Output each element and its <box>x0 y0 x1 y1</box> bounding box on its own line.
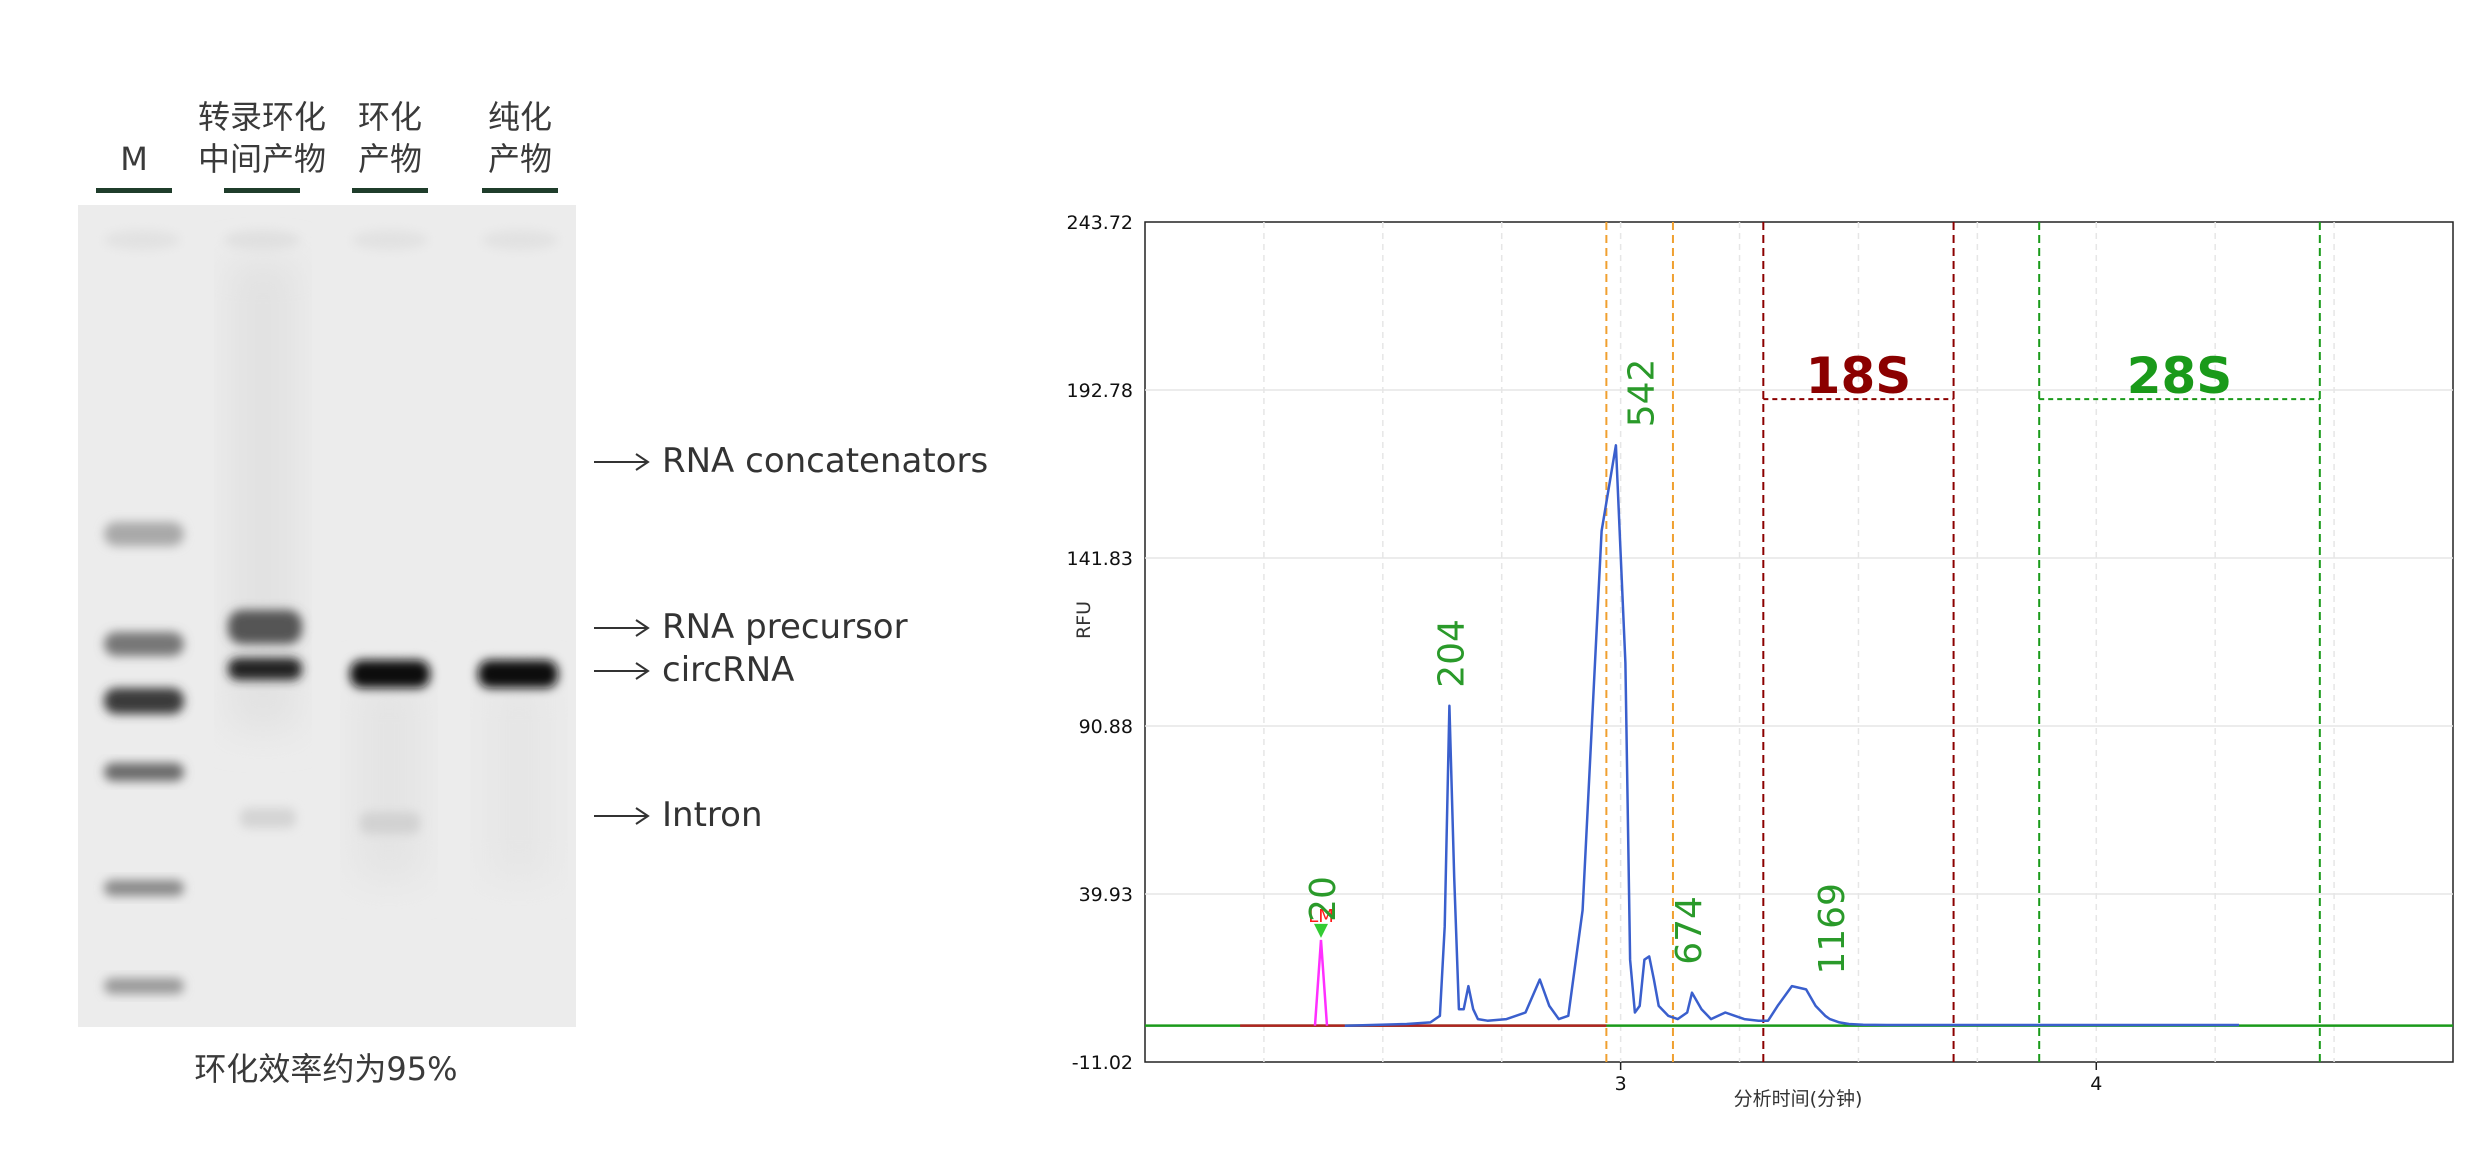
ladder-band <box>104 632 184 656</box>
ladder-band <box>104 688 184 714</box>
band-annotation-concatenators: RNA concatenators <box>594 441 988 481</box>
gel-panel: M 转录环化 中间产物 环化 产物 纯化 产物 <box>78 98 988 1088</box>
circrna-band-lane2 <box>228 658 302 680</box>
plot-frame <box>1144 221 2454 1063</box>
circrna-band-lane4 <box>478 660 558 688</box>
y-axis-title: RFU <box>1073 601 1095 639</box>
precursor-band <box>228 610 302 644</box>
gel-image <box>78 205 576 1027</box>
ladder-band <box>104 522 184 546</box>
x-axis-title: 分析时间(分钟) <box>1734 1088 1863 1110</box>
lane-label-3-line1: 环化 <box>358 98 422 136</box>
band-annotation-intron: Intron <box>594 795 763 835</box>
arrow-head-icon <box>635 453 650 471</box>
well-3 <box>352 230 428 250</box>
y-tick-label: 90.88 <box>1079 716 1133 738</box>
lane-label-4-line1: 纯化 <box>488 98 552 136</box>
arrow-head-icon <box>635 619 650 637</box>
lane-4-smear <box>484 680 554 880</box>
band-annotation-precursor: RNA precursor <box>594 607 908 647</box>
band-label-circrna: circRNA <box>662 650 794 690</box>
lane-label-2-line1: 转录环化 <box>198 98 326 136</box>
grid-layer <box>1145 222 2453 1062</box>
lane-label-4-line2: 产物 <box>488 140 552 178</box>
peak-label: 674 <box>1669 896 1710 965</box>
well-4 <box>482 230 558 250</box>
y-tick-label: 141.83 <box>1067 548 1133 570</box>
chart-panel: 18S 28S LM 20 204 542 674 1169 -11.02 39.93 90.… <box>1067 212 2454 1110</box>
lane-underline-1 <box>96 188 172 193</box>
x-tick-label: 4 <box>2090 1073 2102 1095</box>
peak-label: 204 <box>1431 619 1472 688</box>
lane-label-3-line2: 产物 <box>358 140 422 178</box>
region-label: 28S <box>2127 347 2233 405</box>
peak-label: 1169 <box>1812 883 1853 975</box>
marker-arrow-icon <box>1313 923 1328 938</box>
peak-label: 20 <box>1303 876 1344 922</box>
axis-layer: -11.02 39.93 90.88 141.83 192.78 243.72 3 4 <box>1067 212 2103 1095</box>
marker-label: LM <box>1308 906 1334 927</box>
arrow-head-icon <box>635 807 650 825</box>
band-label-precursor: RNA precursor <box>662 607 908 647</box>
peak-label: 542 <box>1622 359 1663 428</box>
intron-band-lane2 <box>240 808 296 828</box>
series-trace-line <box>1344 444 2239 1027</box>
circrna-band-lane3 <box>350 660 430 688</box>
y-tick-label: 192.78 <box>1067 380 1133 402</box>
lane-3-smear <box>354 680 424 880</box>
peak-label-layer: 20 204 542 674 1169 <box>1303 359 1853 975</box>
trace-layer: LM <box>1145 444 2453 1027</box>
region-layer: 18S 28S <box>1605 222 2321 1062</box>
ladder-band <box>104 763 184 781</box>
y-tick-label: 243.72 <box>1067 212 1133 234</box>
band-label-concatenators: RNA concatenators <box>662 441 988 481</box>
lane-underline-2 <box>224 188 300 193</box>
y-tick-label: 39.93 <box>1079 884 1133 906</box>
band-label-intron: Intron <box>662 795 763 835</box>
band-annotation-circrna: circRNA <box>594 650 794 690</box>
arrow-head-icon <box>635 662 650 680</box>
x-tick-label: 3 <box>1615 1073 1627 1095</box>
lower-marker-peak <box>1313 939 1329 1026</box>
lane-2-smear <box>228 260 298 730</box>
lane-underline-3 <box>352 188 428 193</box>
y-tick-label: -11.02 <box>1072 1052 1133 1074</box>
well-1 <box>104 230 180 250</box>
region-label: 18S <box>1806 347 1912 405</box>
lane-label-2-line2: 中间产物 <box>198 140 326 178</box>
gel-caption: 环化效率约为95% <box>194 1050 457 1088</box>
lane-label-m: M <box>120 140 148 178</box>
lane-underline-4 <box>482 188 558 193</box>
intron-band-lane3 <box>360 812 420 834</box>
ladder-band <box>104 978 184 994</box>
ladder-band <box>104 880 184 896</box>
well-2 <box>224 230 300 250</box>
gel-background <box>78 205 576 1027</box>
